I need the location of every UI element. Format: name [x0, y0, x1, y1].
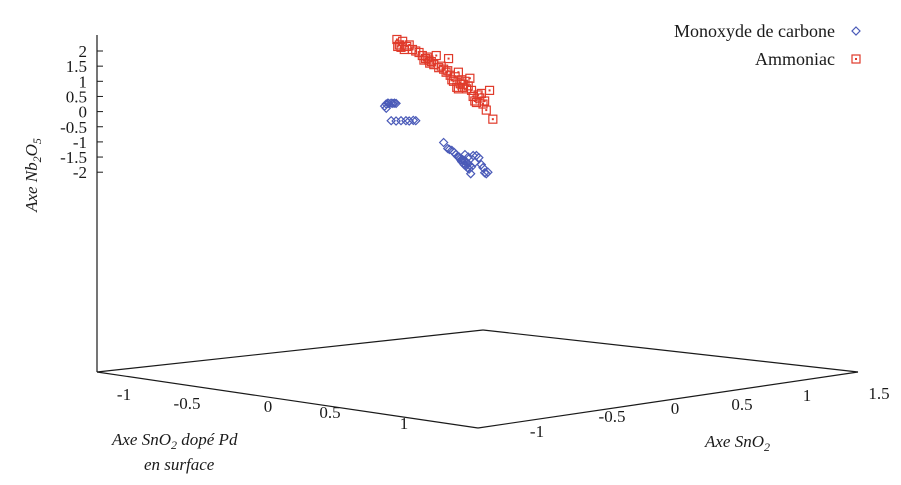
data-point-square [407, 44, 418, 55]
data-point-square [425, 58, 435, 68]
data-point-diamond [408, 115, 419, 126]
z-tick-label: 0 [79, 103, 88, 122]
data-point-square [419, 55, 429, 65]
z-tick-label: 0.5 [66, 87, 87, 106]
y-axis-label-line1: Axe SnO2 dopé Pd [111, 430, 238, 452]
z-tick-label: 1 [79, 72, 88, 91]
x-tick-label: 0 [671, 399, 680, 418]
data-point-square [465, 73, 475, 83]
data-point-diamond [465, 168, 476, 179]
data-point-square [426, 57, 436, 67]
data-point-square [481, 105, 491, 115]
data-point-square [488, 114, 498, 124]
data-point-diamond [401, 115, 411, 126]
data-point-diamond [478, 162, 488, 173]
legend-square [851, 54, 861, 64]
y-axis-label-line2: en surface [144, 455, 215, 474]
z-tick-label: -1.5 [60, 148, 87, 167]
y-tick-label: -0.5 [174, 394, 201, 413]
data-point-square [453, 67, 463, 77]
x-tick-label: 1 [803, 386, 812, 405]
data-point-diamond [463, 152, 474, 162]
x-axis-ticks: -1 -0.5 0 0.5 1 1.5 [530, 384, 890, 441]
data-point-diamond [476, 159, 487, 170]
data-point-diamond [438, 137, 449, 148]
z-axis-label: Axe Nb2O5 [22, 138, 44, 213]
legend-label-ammoniac: Ammoniac [755, 49, 835, 69]
legend: Monoxyde de carbone Ammoniac [674, 21, 861, 69]
data-point-square [431, 50, 441, 61]
data-point-square [480, 96, 490, 106]
z-tick-label: -2 [73, 163, 87, 182]
legend-label-monoxyde: Monoxyde de carbone [674, 21, 835, 41]
y-tick-label: -1 [117, 385, 131, 404]
data-point-diamond [410, 115, 421, 126]
data-point-diamond [389, 98, 400, 108]
data-point-diamond [381, 103, 392, 114]
data-point-square [457, 82, 468, 92]
legend-marker-diamond-icon [851, 26, 861, 36]
z-tick-label: -0.5 [60, 118, 87, 137]
y-tick-label: 1 [400, 414, 409, 433]
z-tick-label: 2 [79, 42, 88, 61]
z-tick-label: -1 [73, 133, 87, 152]
x-tick-label: 0.5 [731, 395, 752, 414]
floor-edge-front-right [477, 371, 859, 429]
x-axis-label: Axe SnO2 [704, 432, 770, 454]
data-point-diamond [404, 116, 415, 126]
z-tick-label: 1.5 [66, 57, 87, 76]
data-point-diamond [391, 98, 401, 109]
legend-diamond [851, 26, 861, 36]
legend-marker-square-icon [851, 54, 861, 64]
data-point-square [402, 41, 412, 52]
data-point-square [473, 90, 483, 100]
y-axis-ticks: -1 -0.5 0 0.5 1 [117, 385, 408, 433]
y-tick-label: 0.5 [319, 403, 340, 422]
data-point-diamond [469, 157, 480, 168]
data-point-square [484, 85, 495, 95]
floor-edge-right [482, 329, 859, 373]
data-point-diamond [444, 144, 455, 155]
data-point-square [443, 53, 454, 64]
data-points [379, 34, 498, 179]
data-point-diamond [387, 98, 398, 109]
x-tick-label: -0.5 [599, 407, 626, 426]
y-tick-label: 0 [264, 397, 273, 416]
floor-edge-left [96, 329, 484, 373]
floor-edge-front-left [96, 371, 479, 429]
axes-frame [96, 35, 859, 429]
data-point-diamond [483, 167, 493, 178]
data-point-diamond [474, 152, 484, 163]
x-tick-label: -1 [530, 422, 544, 441]
x-tick-label: 1.5 [868, 384, 889, 403]
data-point-square [478, 99, 488, 109]
z-axis-ticks: 21.510.50-0.5-1-1.5-2 [60, 42, 103, 182]
